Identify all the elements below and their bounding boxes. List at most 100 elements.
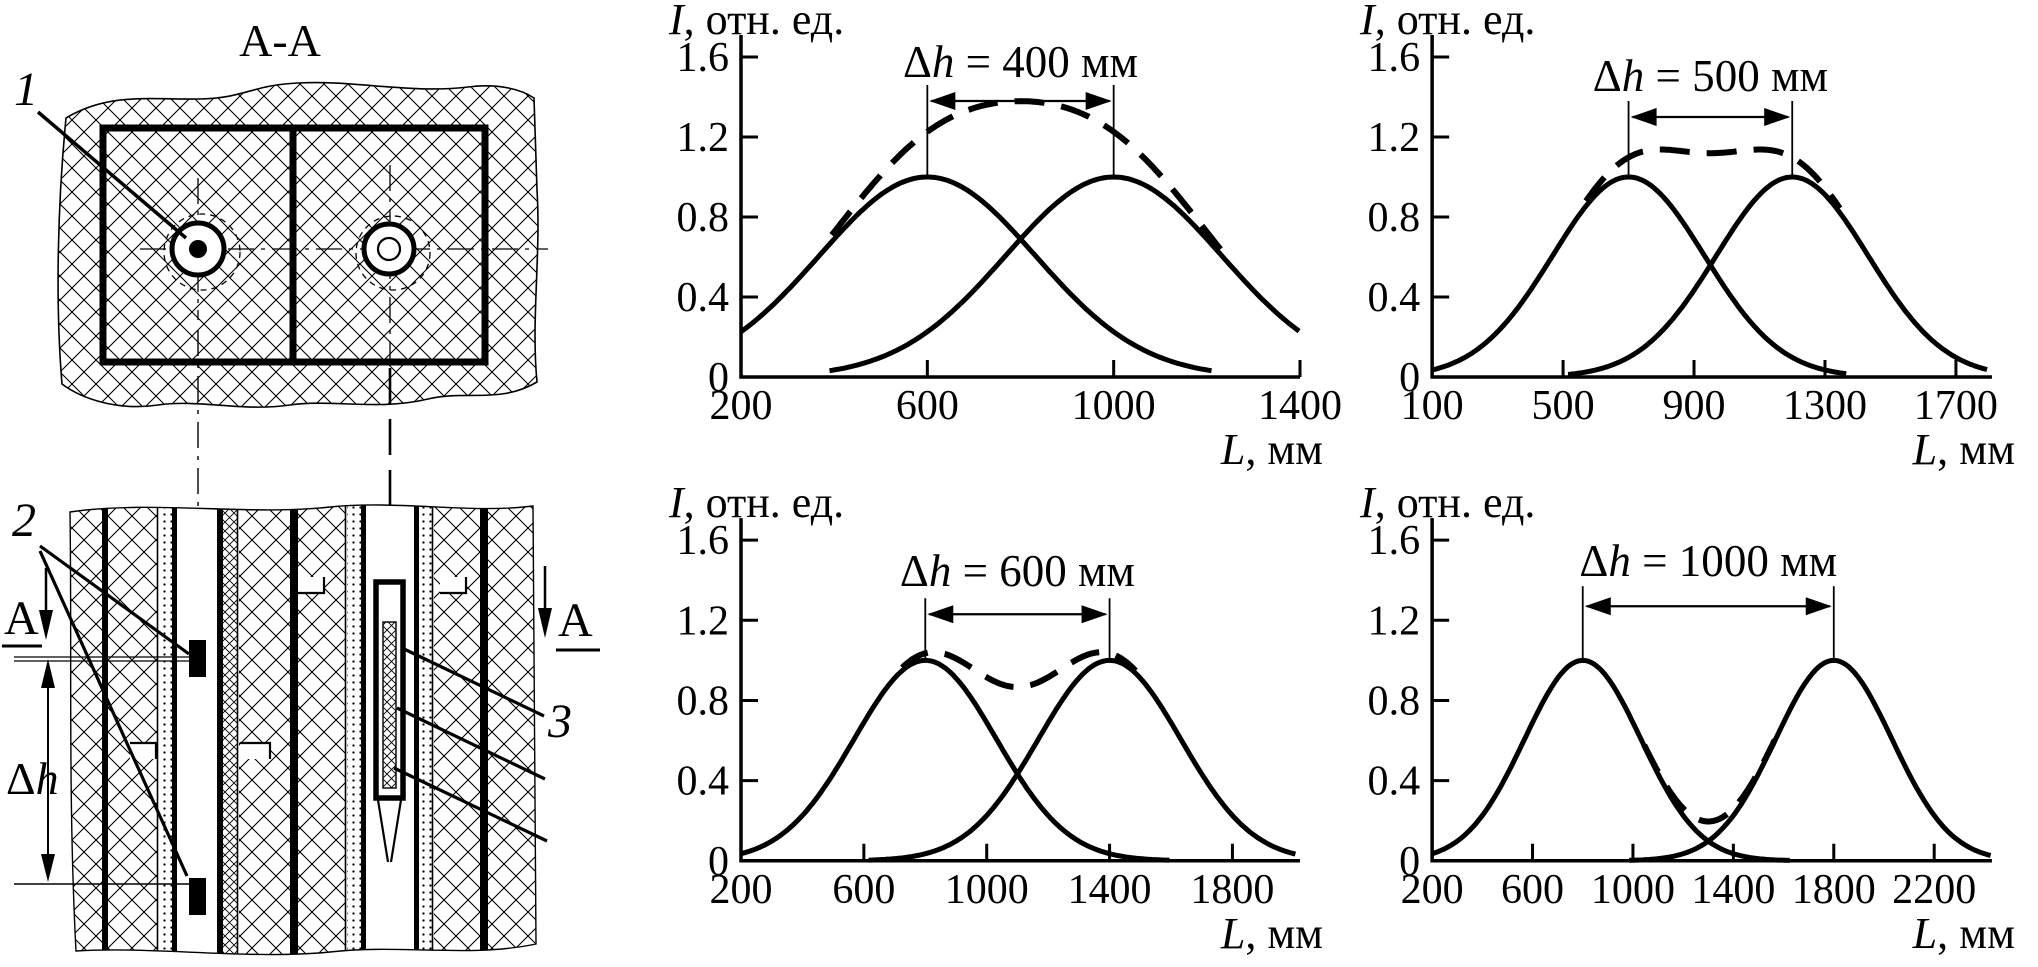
- delta-h-label: Δh: [6, 753, 59, 804]
- x-tick-label: 600: [896, 383, 959, 429]
- x-axis-var: L: [1912, 909, 1938, 958]
- x-tick-label: 500: [1532, 383, 1595, 429]
- y-axis-units: , отн. ед.: [1375, 483, 1536, 527]
- x-tick-label: 1300: [1783, 383, 1867, 429]
- wall-plate: [480, 504, 488, 955]
- part-label-3: 3: [547, 695, 572, 748]
- channel-clearance-dashed-circle-right: [355, 215, 431, 291]
- chart-svg: 0 0.4 0.8 1.2 1.6 200 600 1000 1400 I, отн. ед. L,…: [668, 0, 1342, 474]
- y-axis-var: I: [668, 0, 686, 44]
- source-1-response-curve: [1431, 174, 1847, 377]
- y-axis-var: I: [668, 483, 686, 527]
- chart-dh-600-cell: 0 0.4 0.8 1.2 1.6 200 600 1000 1400 1800 I, отн. е…: [655, 483, 1346, 967]
- section-arrowhead: [39, 610, 53, 640]
- summed-response-dashed-curve: [900, 649, 1138, 691]
- x-axis-var: L: [1220, 909, 1245, 958]
- delta-h-arrowhead-right: [1085, 92, 1112, 110]
- x-tick-label: 900: [1662, 383, 1725, 429]
- wall-plate: [172, 504, 177, 955]
- x-tick-label: 1400: [1068, 867, 1152, 913]
- y-tick-label: 0.4: [677, 759, 729, 805]
- empty-channel-bore: [376, 236, 402, 262]
- wall-plate: [414, 504, 419, 955]
- y-tick-label: 0: [708, 839, 729, 885]
- y-axis-title: I, отн. ед.: [1359, 483, 1535, 527]
- step-edge: [440, 577, 468, 595]
- probe-tip-left-edge: [376, 799, 390, 863]
- x-tick-label: 1000: [945, 867, 1029, 913]
- x-tick-label: 1400: [1691, 867, 1775, 913]
- section-view-title: A-A: [239, 15, 321, 66]
- source-rod-section-dot: [189, 240, 207, 258]
- step-edge: [240, 741, 272, 759]
- wall-layer: [239, 504, 290, 955]
- chart-svg: 0 0.4 0.8 1.2 1.6 200 600 1000 1400 1800 2200 I, от…: [1359, 483, 2015, 958]
- y-tick-label: 1.2: [1368, 598, 1421, 644]
- x-tick-label: 600: [1501, 867, 1564, 913]
- chart-title-value: = 600 мм: [951, 546, 1135, 596]
- section-arrow-right: A: [538, 566, 600, 652]
- section-arrow-left: A: [2, 568, 53, 648]
- chart-dh-1000-cell: 0 0.4 0.8 1.2 1.6 200 600 1000 1400 1800 2200 I, от…: [1346, 483, 2038, 967]
- wall-layer: [488, 504, 536, 955]
- chart-title: Δh = 400 мм: [903, 37, 1138, 87]
- delta-h-arrowhead-left: [927, 605, 954, 624]
- part-3-leader-3: [393, 766, 548, 843]
- source-1-response-curve: [740, 657, 1170, 863]
- y-tick-label: 0: [708, 355, 729, 401]
- wall-layers: [70, 504, 536, 955]
- apparatus-drawing: A-A 1: [2, 15, 600, 956]
- part-label-1: 1: [14, 63, 38, 116]
- part-1-leader-line: [36, 110, 188, 240]
- y-tick-label: 1.2: [677, 115, 730, 161]
- mortar-band: [347, 504, 361, 955]
- delta-h-arrowhead-right: [1764, 108, 1791, 126]
- x-tick-label: 1800: [1190, 867, 1274, 913]
- charts-grid: 0 0.4 0.8 1.2 1.6 200 600 1000 1400 I, отн. ед. L,…: [655, 0, 2038, 967]
- y-tick-label: 1.6: [1368, 35, 1421, 81]
- chart-title-var: h: [1608, 536, 1631, 586]
- y-tick-label: 1.6: [677, 35, 730, 81]
- mortar-band: [419, 504, 432, 955]
- x-axis-units: , мм: [1937, 909, 2015, 958]
- wall-plate: [102, 504, 108, 955]
- wall-plate: [290, 504, 298, 955]
- chart-title: Δh = 1000 мм: [1579, 536, 1837, 586]
- probe-detector-rod: [382, 621, 397, 789]
- y-axis-units: , отн. ед.: [684, 483, 844, 527]
- y-tick-label: 0.4: [1368, 275, 1421, 321]
- x-tick-label: 100: [1401, 383, 1464, 429]
- x-tick-label: 1400: [1258, 383, 1342, 429]
- y-tick-label: 0: [1399, 355, 1420, 401]
- x-axis-var: L: [1912, 425, 1938, 474]
- source-2-response-curve: [1629, 657, 1992, 863]
- x-axis-units: , мм: [1245, 909, 1323, 958]
- chart-svg: 0 0.4 0.8 1.2 1.6 200 600 1000 1400 1800 I, отн. е…: [668, 483, 1323, 958]
- x-axis-title: L, мм: [1912, 909, 2015, 958]
- y-tick-label: 0.8: [677, 678, 729, 724]
- y-axis-var: I: [1359, 483, 1377, 527]
- delta-h-arrowhead-left: [1584, 597, 1611, 616]
- delta-h-arrowhead-right: [1081, 605, 1108, 624]
- x-tick-label: 200: [1401, 867, 1464, 913]
- step-notch: [440, 577, 466, 593]
- y-tick-label: 0.8: [1368, 678, 1421, 724]
- part-3-leader-1: [401, 646, 545, 718]
- wall-region-outline: [69, 504, 537, 956]
- section-letter-right: A: [558, 594, 593, 647]
- source-1-response-curve: [739, 174, 1212, 374]
- x-tick-label: 2200: [1892, 867, 1976, 913]
- section-arrowhead: [538, 608, 552, 638]
- x-axis-units: , мм: [1245, 425, 1323, 474]
- mortar-band: [159, 504, 172, 955]
- x-axis-var: L: [1220, 425, 1245, 474]
- x-tick-label: 1800: [1792, 867, 1876, 913]
- dimension-arrowhead-down: [41, 854, 55, 882]
- chart-title-var: h: [929, 546, 951, 596]
- step-edge: [130, 741, 158, 759]
- y-tick-label: 1.6: [677, 518, 729, 564]
- x-axis-title: L, мм: [1912, 425, 2015, 474]
- axes: [739, 518, 1300, 863]
- chart-title-value: = 1000 мм: [1631, 536, 1837, 586]
- source-2-response-curve: [1567, 174, 1988, 377]
